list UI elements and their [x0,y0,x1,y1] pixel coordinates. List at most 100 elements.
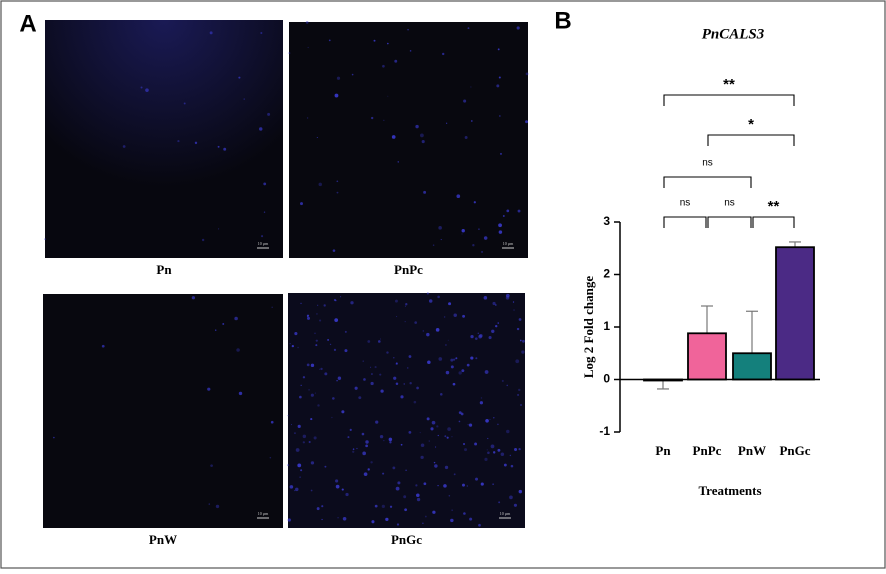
fluorescence-spot [436,425,439,428]
fluorescence-spot [466,363,470,367]
fluorescence-spot [474,442,478,446]
fluorescence-spot [456,194,461,199]
fluorescence-spot [365,444,368,448]
fluorescence-spot [432,244,435,246]
fluorescence-spot [308,389,310,391]
fluorescence-spot [403,383,405,385]
fluorescence-spot [350,301,354,305]
fluorescence-spot [210,464,213,468]
fluorescence-spot [294,489,296,492]
fluorescence-spot [389,441,392,444]
fluorescence-spot [332,249,336,252]
fluorescence-spot [381,504,385,509]
fluorescence-spot [497,322,500,324]
fluorescence-spot [430,427,434,431]
fluorescence-spot [317,304,319,306]
fluorescence-spot [335,299,337,302]
fluorescence-spot [503,463,507,467]
fluorescence-spot [499,115,501,117]
fluorescence-spot [287,415,289,417]
fluorescence-spot [222,323,225,325]
fluorescence-spot [395,486,400,491]
fluorescence-spot [487,437,489,440]
fluorescence-spot [335,484,340,489]
y-tick-label: 0 [603,372,610,386]
micrograph [288,293,525,528]
fluorescence-spot [416,386,419,390]
fluorescence-spot [397,481,401,485]
fluorescence-spot [215,329,217,331]
fluorescence-spot [217,145,220,148]
fluorescence-spot [445,344,447,346]
significance-label: ns [680,198,691,209]
fluorescence-spot [287,518,291,522]
fluorescence-spot [352,448,355,450]
fluorescence-spot [498,223,502,228]
fluorescence-spot [371,373,373,375]
fluorescence-spot [310,489,313,492]
fluorescence-spot [498,76,501,79]
fluorescence-spot [379,434,384,439]
fluorescence-spot [201,238,205,242]
fluorescence-spot [458,420,461,423]
fluorescence-spot [297,346,299,349]
fluorescence-spot [513,309,515,311]
fluorescence-spot [480,397,483,399]
y-tick-label: -1 [599,424,610,438]
fluorescence-spot [427,360,431,365]
fluorescence-spot [263,182,267,186]
fluorescence-spot [506,429,510,434]
fluorescence-spot [315,344,318,347]
fluorescence-spot [472,244,475,247]
fluorescence-spot [423,482,427,486]
fluorescence-spot [337,376,342,380]
fluorescence-spot [361,432,365,436]
significance-bracket [707,216,752,228]
fluorescence-spot [379,338,382,340]
fluorescence-spot [434,464,438,468]
fluorescence-spot [451,436,453,438]
fluorescence-spot [461,233,463,235]
fluorescence-spot [494,304,497,306]
fluorescence-spot [420,455,424,460]
fluorescence-spot [344,349,348,353]
fluorescence-spot [492,483,494,485]
fluorescence-spot [382,64,385,68]
fluorescence-spot [336,76,341,80]
fluorescence-spot [351,73,354,76]
fluorescence-spot [408,355,412,358]
fluorescence-spot [207,387,211,391]
x-tick-label: Pn [655,443,671,458]
x-tick-label: PnPc [693,443,722,458]
fluorescence-spot [515,359,520,364]
fluorescence-spot [475,477,479,481]
fluorescence-spot [319,368,321,370]
fluorescence-spot [289,485,294,489]
fluorescence-spot [395,382,399,385]
fluorescence-spot [315,339,318,342]
fluorescence-spot [53,436,55,439]
bar [687,332,727,381]
fluorescence-spot [209,31,213,35]
image-label: PnGc [391,532,422,547]
fluorescence-spot [407,29,409,31]
fluorescence-spot [337,517,339,519]
fluorescence-spot [464,448,468,452]
fluorescence-spot [271,306,273,308]
fluorescence-spot [448,302,452,306]
fluorescence-spot [294,432,296,434]
fluorescence-spot [414,321,418,324]
fluorescence-spot [365,440,369,444]
fluorescence-spot [302,376,306,379]
fluorescence-spot [505,296,510,300]
fluorescence-spot [358,396,362,400]
fluorescence-spot [388,437,393,442]
fluorescence-spot [331,416,333,419]
fluorescence-spot [302,434,307,439]
fluorescence-spot [407,367,409,369]
fluorescence-spot [208,503,211,505]
fluorescence-spot [306,316,311,320]
scale-bar-label: 10 µm [503,241,514,246]
fluorescence-spot [426,292,429,295]
fluorescence-spot [306,117,309,119]
